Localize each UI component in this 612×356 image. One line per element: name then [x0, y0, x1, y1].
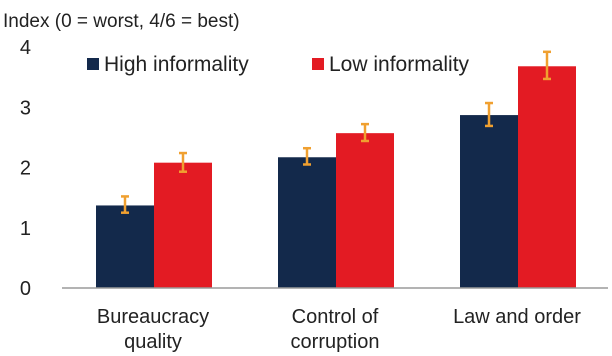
legend-item-low-informality: Low informality — [312, 53, 470, 76]
legend-swatch — [87, 58, 99, 70]
x-tick-label: Bureaucracy quality — [97, 306, 209, 353]
x-axis-tick-labels: Bureaucracy quality Control of corruption La… — [97, 306, 581, 353]
y-tick-label: 1 — [20, 218, 31, 240]
error-bars — [121, 50, 551, 214]
y-tick-label: 4 — [20, 37, 31, 59]
bar-low-informality-1 — [336, 133, 394, 288]
x-tick-label: Law and order — [453, 306, 581, 328]
legend-item-high-informality: High informality — [87, 53, 249, 76]
legend-swatch — [312, 58, 324, 70]
bar-low-informality-2 — [518, 66, 576, 288]
y-axis-label: Index (0 = worst, 4/6 = best) — [3, 11, 240, 32]
y-tick-label: 0 — [20, 278, 31, 300]
error-bar-high-informality-2 — [485, 101, 493, 128]
bar-high-informality-1 — [278, 157, 336, 288]
bar-low-informality-0 — [154, 162, 212, 288]
x-tick-label: Control of corruption — [291, 306, 380, 353]
bar-high-informality-0 — [96, 205, 154, 288]
y-tick-label: 2 — [20, 158, 31, 180]
bars — [96, 66, 576, 289]
error-bar-high-informality-0 — [121, 195, 129, 214]
legend: High informality Low informality — [87, 53, 470, 76]
error-bar-low-informality-1 — [361, 122, 369, 143]
y-axis-ticks: 0 1 2 3 4 — [20, 37, 31, 300]
legend-label: High informality — [104, 53, 249, 76]
error-bar-low-informality-2 — [543, 50, 551, 81]
y-tick-label: 3 — [20, 97, 31, 119]
legend-label: Low informality — [329, 53, 470, 76]
error-bar-low-informality-0 — [179, 151, 187, 173]
bar-high-informality-2 — [460, 115, 518, 289]
error-bar-high-informality-1 — [303, 146, 311, 166]
